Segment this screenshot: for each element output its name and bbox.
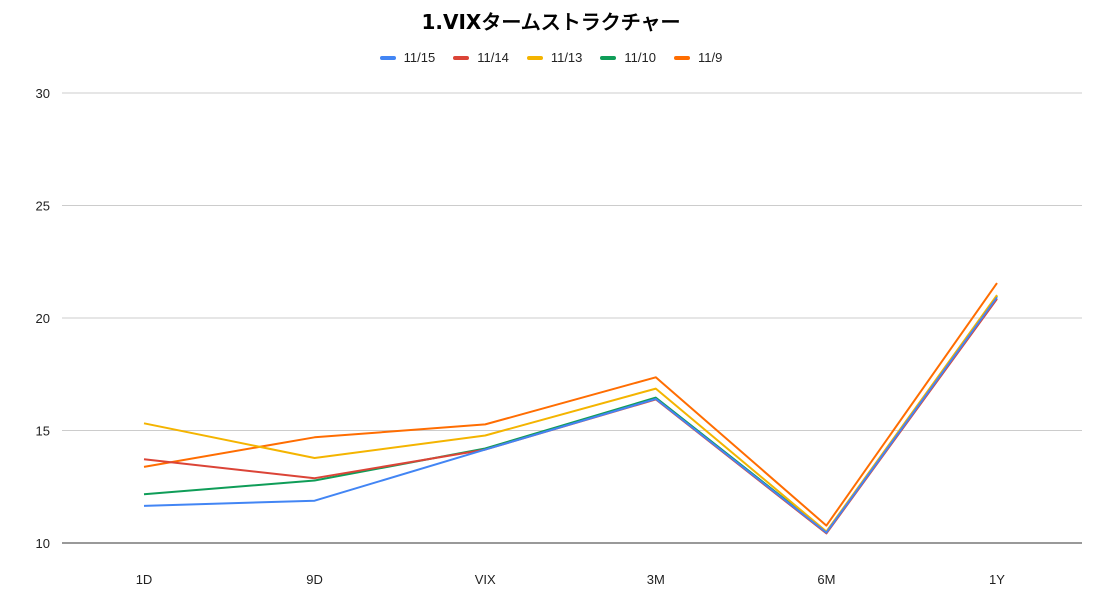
series-line-11-14	[143, 298, 998, 535]
series-line-11-9	[143, 282, 998, 527]
series-line-11-15	[143, 296, 998, 534]
legend-item[interactable]: 11/9	[673, 50, 723, 65]
y-tick-label: 30	[36, 86, 50, 101]
y-tick-label: 25	[36, 199, 50, 214]
legend-item[interactable]: 11/14	[453, 50, 509, 65]
legend-swatch	[526, 55, 543, 60]
legend-item[interactable]: 11/10	[600, 50, 656, 65]
x-tick-label: 6M	[817, 572, 835, 587]
legend-item[interactable]: 11/15	[379, 50, 436, 65]
series-line-11-13	[143, 294, 998, 533]
legend-item[interactable]: 11/13	[526, 50, 583, 65]
y-tick-label: 10	[36, 536, 50, 551]
legend-label: 11/10	[624, 50, 656, 65]
legend-swatch	[600, 55, 617, 60]
legend-label: 11/13	[550, 50, 583, 65]
x-tick-label: 1Y	[989, 572, 1005, 587]
y-tick-label: 20	[36, 311, 50, 326]
x-tick-label: 9D	[306, 572, 323, 587]
chart-title: 1.VIXタームストラクチャー	[421, 10, 681, 34]
legend-swatch	[453, 55, 470, 60]
series-line-11-10	[143, 295, 998, 533]
legend-label: 11/14	[477, 50, 509, 65]
legend-swatch	[673, 55, 690, 60]
legend-label: 11/9	[697, 50, 723, 65]
y-tick-label: 15	[36, 424, 50, 439]
legend-swatch	[379, 55, 396, 60]
x-tick-label: 1D	[136, 572, 153, 587]
x-tick-label: 3M	[647, 572, 665, 587]
x-tick-label: VIX	[475, 572, 496, 587]
legend: 11/15 11/14 11/13 11/10 11/9	[0, 50, 1102, 65]
legend-label: 11/15	[403, 50, 436, 65]
